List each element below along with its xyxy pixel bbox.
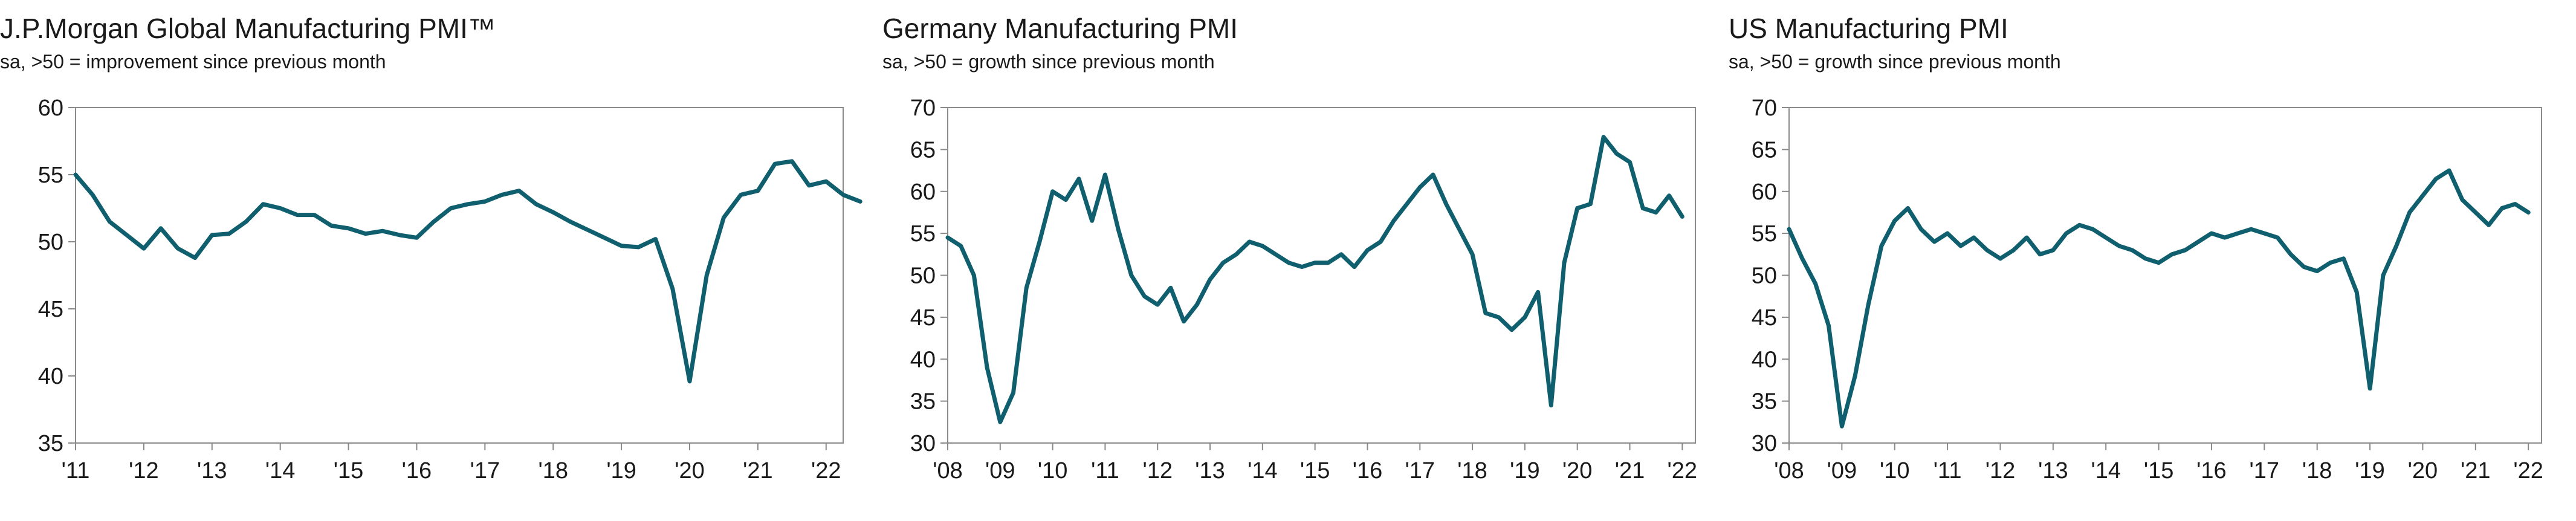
series-line [1787,168,2531,429]
y-tick-label: 40 [910,347,936,372]
x-tick-label: '12 [129,458,159,484]
y-tick-label: 55 [1752,221,1777,247]
x-tick-label: '18 [2302,458,2332,484]
y-tick-label: 60 [1752,180,1777,205]
x-tick-label: '22 [1668,458,1698,484]
y-tick-label: 50 [1752,264,1777,289]
y-tick-label: 45 [910,305,936,331]
plot-frame [1788,107,2542,444]
chart-panel-us-pmi: US Manufacturing PMI sa, >50 = growth si… [1729,0,2575,521]
x-tick-label: '22 [811,458,841,484]
y-tick-label: 40 [1752,347,1777,372]
x-tick-label: '20 [1562,458,1593,484]
chart-panel-germany-pmi: Germany Manufacturing PMI sa, >50 = grow… [882,0,1741,521]
x-tick-label: '13 [1195,458,1225,484]
series-line [945,135,1684,424]
chart-title: Germany Manufacturing PMI [882,13,1238,44]
chart-title: US Manufacturing PMI [1729,13,2008,44]
x-tick-label: '18 [538,458,568,484]
y-tick-label: 45 [1752,305,1777,331]
x-tick-label: '15 [334,458,364,484]
y-tick-label: 30 [1752,431,1777,456]
chart-panel-global-pmi: J.P.Morgan Global Manufacturing PMI™ sa,… [0,0,862,521]
y-tick-label: 55 [910,221,936,247]
x-tick-label: '09 [985,458,1015,484]
line-chart-germany-pmi: 30 35 40 45 50 55 60 65 70 '08 '09 '10 '11 '12 '13 '14 '… [910,95,1698,484]
chart-subtitle: sa, >50 = improvement since previous mon… [0,51,386,73]
y-tick-label: 30 [910,431,936,456]
chart-title: J.P.Morgan Global Manufacturing PMI™ [0,13,496,44]
x-tick-label: '17 [470,458,500,484]
x-tick-label: '12 [1985,458,2016,484]
x-tick-label: '14 [1248,458,1278,484]
y-tick-label: 35 [1752,389,1777,415]
x-tick-label: '21 [1615,458,1645,484]
x-tick-label: '11 [1934,458,1962,484]
series-line [73,159,862,384]
y-tick-label: 60 [910,180,936,205]
x-tick-label: '19 [2355,458,2385,484]
x-tick-label: '09 [1827,458,1857,484]
x-tick-label: '19 [1510,458,1540,484]
x-tick-label: '20 [2408,458,2438,484]
x-tick-label: '11 [62,458,90,484]
x-tick-label: '20 [675,458,705,484]
x-tick-label: '08 [933,458,963,484]
x-tick-label: '10 [1038,458,1068,484]
x-tick-label: '21 [2461,458,2491,484]
x-tick-label: '14 [265,458,296,484]
x-tick-label: '11 [1091,458,1119,484]
x-tick-label: '21 [743,458,773,484]
plot-frame [75,107,844,444]
x-tick-label: '10 [1880,458,1910,484]
y-tick-label: 70 [910,95,936,121]
y-tick-label: 35 [38,431,63,456]
y-tick-label: 65 [1752,137,1777,163]
plot-frame [947,107,1696,444]
x-tick-label: '08 [1774,458,1804,484]
y-tick-label: 35 [910,389,936,415]
x-tick-label: '16 [1353,458,1383,484]
x-tick-label: '22 [2513,458,2543,484]
x-tick-label: '17 [1405,458,1435,484]
x-tick-label: '13 [197,458,227,484]
line-chart-global-pmi: 35 40 45 50 55 60 '11 '12 '13 '14 '15 '16 '17 '18 '19 '… [38,95,862,484]
x-tick-label: '17 [2250,458,2280,484]
chart-subtitle: sa, >50 = growth since previous month [1729,51,2061,73]
y-tick-label: 70 [1752,95,1777,121]
x-tick-label: '12 [1142,458,1173,484]
x-tick-label: '14 [2091,458,2121,484]
x-tick-label: '18 [1457,458,1487,484]
x-tick-label: '13 [2038,458,2068,484]
y-tick-label: 60 [38,95,63,121]
y-tick-label: 50 [910,264,936,289]
y-tick-label: 65 [910,137,936,163]
x-tick-label: '16 [402,458,432,484]
y-tick-label: 55 [38,163,63,188]
x-tick-label: '16 [2196,458,2227,484]
y-tick-label: 45 [38,297,63,322]
x-tick-label: '15 [2144,458,2174,484]
y-tick-label: 40 [38,364,63,389]
chart-subtitle: sa, >50 = growth since previous month [882,51,1215,73]
y-tick-label: 50 [38,230,63,255]
line-chart-us-pmi: 30 35 40 45 50 55 60 65 70 '08 '09 '10 '11 '12 '13 '14 '… [1752,95,2543,484]
x-tick-label: '19 [606,458,636,484]
x-tick-label: '15 [1300,458,1330,484]
